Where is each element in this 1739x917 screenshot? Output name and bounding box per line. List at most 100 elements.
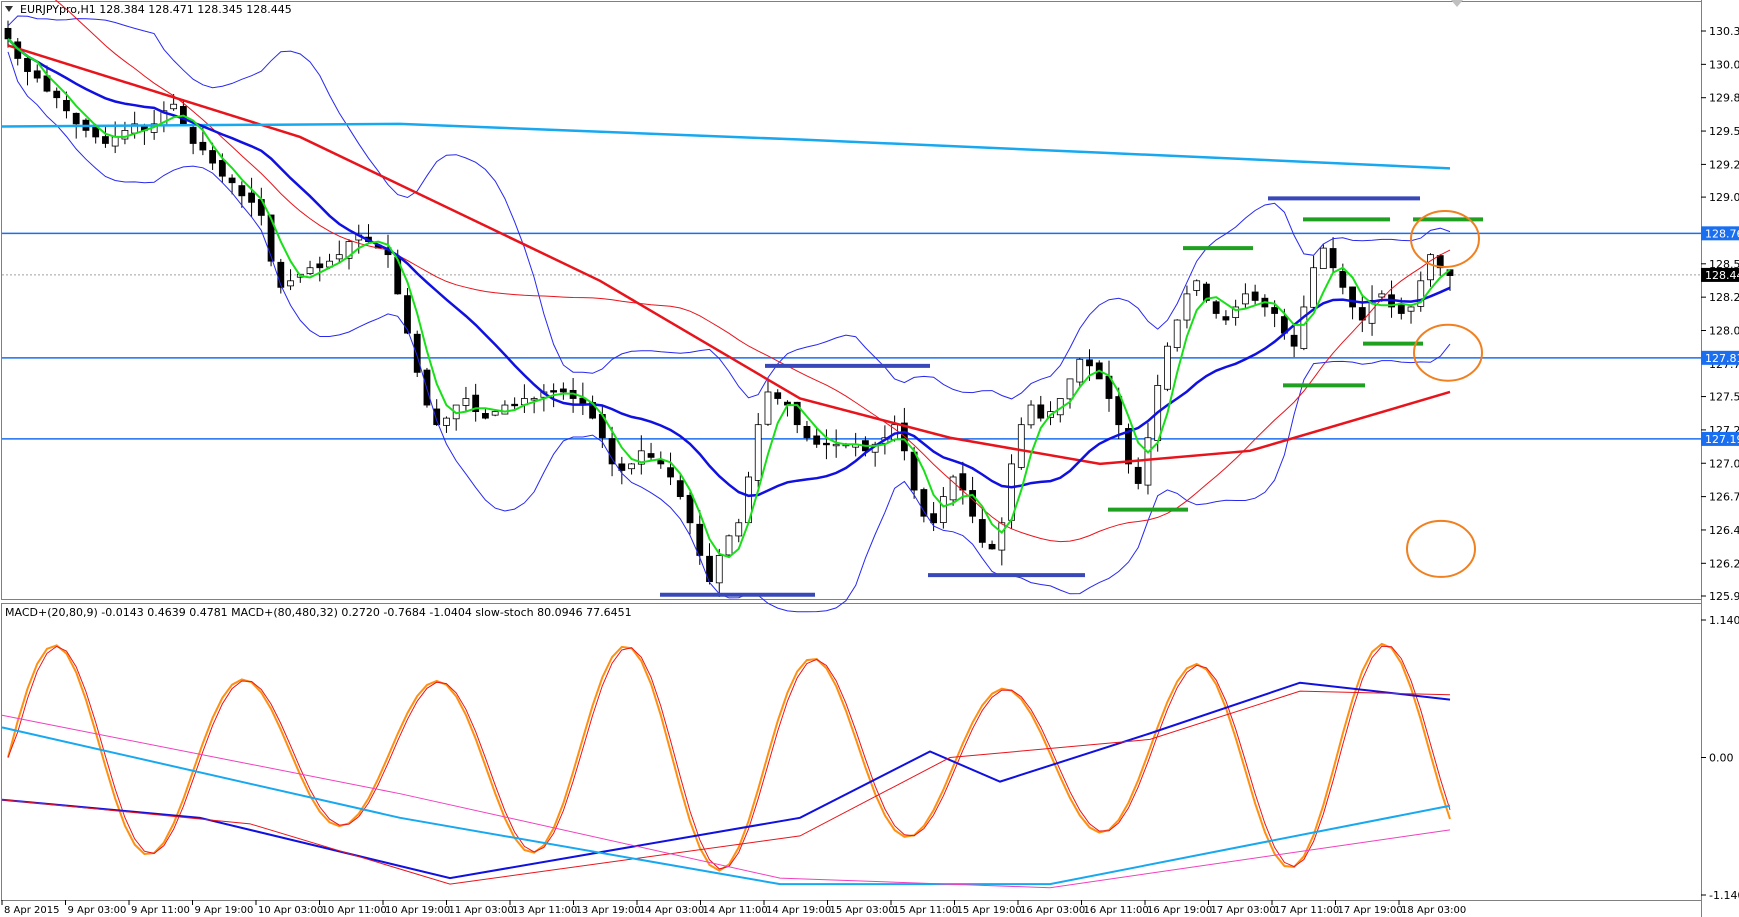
collapse-arrow-icon[interactable]: [5, 6, 13, 12]
price-tick-label: 129.545: [1709, 125, 1739, 138]
indicator-frame: [1, 603, 1702, 901]
candle-body: [1125, 428, 1132, 465]
time-tick-label: 15 Apr 03:00: [830, 905, 895, 916]
time-tick-label: 14 Apr 11:00: [703, 905, 768, 916]
candle-body: [803, 426, 811, 439]
candle-body: [959, 473, 967, 491]
candle-body: [1144, 437, 1152, 486]
macd-fast-line: [1, 681, 1451, 880]
price-tag: [1701, 350, 1739, 365]
candle-body: [1300, 306, 1308, 349]
price-tick-label: 128.530: [1709, 258, 1739, 271]
candle-body: [1183, 293, 1191, 321]
highlight-circle: [1410, 209, 1480, 268]
time-tick-label: 14 Apr 19:00: [766, 905, 831, 916]
candle-body: [667, 467, 674, 478]
candle-body: [1193, 280, 1201, 291]
candle-body: [248, 192, 255, 203]
candle-body: [335, 254, 343, 260]
candle-body: [1241, 293, 1249, 305]
time-tick-label: 13 Apr 19:00: [576, 905, 641, 916]
time-tick-label: 18 Apr 03:00: [1401, 905, 1466, 916]
candle-body: [696, 523, 704, 556]
candle-body: [316, 263, 324, 269]
candle-body: [1212, 301, 1220, 314]
time-tick-label: 17 Apr 03:00: [1211, 905, 1276, 916]
candle-body: [1115, 396, 1123, 426]
candle-body: [511, 403, 519, 407]
time-tick-label: 14 Apr 03:00: [639, 905, 704, 916]
candle-body: [287, 280, 294, 287]
candle-body: [1427, 254, 1434, 281]
candle-body: [1076, 358, 1084, 383]
candle-body: [1319, 247, 1327, 269]
candle-body: [1037, 404, 1045, 419]
candle-body: [1232, 306, 1240, 318]
candle-body: [550, 390, 558, 393]
candle-body: [462, 398, 470, 406]
candle-body: [433, 408, 441, 426]
macd-slow-signal-line: [1, 714, 1451, 889]
price-tick-label: 129.290: [1709, 158, 1739, 171]
indicator-tick-label: 0.00: [1709, 752, 1734, 765]
price-tick-label: 128.275: [1709, 291, 1739, 304]
candle-body: [774, 392, 782, 399]
price-tag: [1701, 267, 1739, 282]
candle-body: [949, 476, 957, 501]
candle-body: [823, 442, 830, 446]
time-tick-label: 16 Apr 03:00: [1020, 905, 1085, 916]
red-ma-line: [7, 44, 1451, 466]
axes: 130.310 130.055 129.800 129.545 129.290 129.0…: [1, 25, 1739, 916]
red-envelope-line: [54, 0, 1451, 543]
candle-body: [1017, 424, 1025, 468]
macd-fast-signal-line: [1, 690, 1451, 885]
candle-body: [1358, 307, 1366, 321]
price-tag-label: 128.445: [1705, 269, 1739, 282]
candle-body: [725, 535, 733, 556]
candle-body: [1134, 466, 1142, 484]
candle-body: [404, 295, 411, 334]
main-chart-frame: [1, 1, 1702, 600]
candle-body: [267, 214, 275, 262]
candle-body: [1164, 345, 1171, 390]
candle-body: [1066, 378, 1074, 400]
candle-body: [306, 267, 314, 274]
candle-body: [4, 27, 12, 40]
candle-body: [1329, 248, 1337, 269]
chart-drawings: [1, 0, 1701, 889]
candle-body: [637, 450, 645, 465]
candle-body: [482, 413, 489, 419]
price-tag-label: 127.811: [1705, 352, 1739, 365]
candle-body: [24, 58, 31, 72]
candle-body: [910, 451, 918, 491]
time-tick-label: 9 Apr 03:00: [68, 905, 127, 916]
candle-body: [501, 404, 509, 415]
candle-body: [969, 490, 976, 517]
candle-body: [1222, 316, 1230, 321]
scroll-marker-icon[interactable]: [1451, 0, 1463, 7]
candle-body: [686, 494, 694, 524]
candle-body: [676, 480, 684, 498]
price-tick-label: 125.990: [1709, 590, 1739, 603]
highlight-circle: [1413, 323, 1483, 382]
time-tick-label: 9 Apr 19:00: [195, 905, 254, 916]
time-tick-label: 17 Apr 19:00: [1338, 905, 1403, 916]
candle-body: [813, 435, 821, 445]
candle-body: [978, 519, 986, 543]
candle-body: [218, 160, 226, 177]
price-tick-label: 126.240: [1709, 557, 1739, 570]
candle-body: [199, 141, 207, 151]
candle-body: [754, 424, 762, 481]
green-ma-line: [7, 38, 1451, 559]
upper-band-line: [7, 15, 1451, 400]
candle-body: [530, 398, 538, 401]
time-tick-label: 8 Apr 2015: [4, 905, 59, 916]
candle-body: [1407, 306, 1415, 312]
candle-body: [413, 333, 421, 373]
candle-body: [228, 177, 236, 184]
price-tick-label: 129.800: [1709, 92, 1739, 105]
indicator-tick-label: 1.1401: [1709, 614, 1739, 627]
candle-body: [1290, 334, 1298, 347]
candle-body: [1310, 267, 1317, 308]
